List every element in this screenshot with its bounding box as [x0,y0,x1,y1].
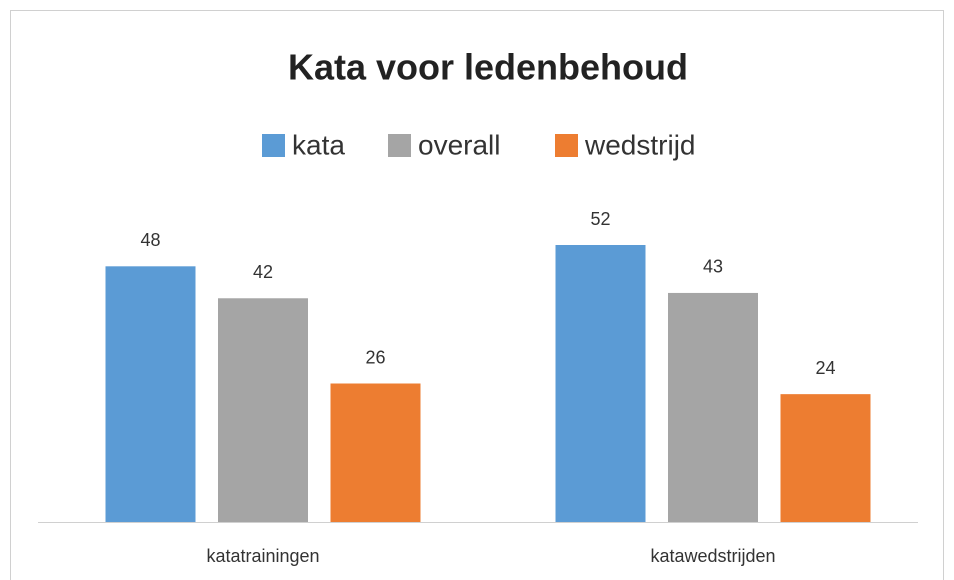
x-tick-label: katawedstrijden [650,546,775,566]
data-label: 48 [140,230,160,250]
legend-swatch [388,134,411,157]
data-label: 52 [590,209,610,229]
legend-label: wedstrijd [584,129,695,160]
bar [218,298,308,522]
legend-swatch [262,134,285,157]
x-tick-label: katatrainingen [206,546,319,566]
bar [780,394,871,522]
legend-label: overall [418,129,500,160]
data-label: 26 [365,347,385,367]
bar [330,383,421,522]
data-label: 43 [703,257,723,277]
bar [555,245,646,522]
legend-swatch [555,134,578,157]
bar [668,292,758,522]
bar [105,266,196,522]
data-label: 24 [815,358,835,378]
legend-label: kata [292,129,345,160]
chart-title: Kata voor ledenbehoud [288,47,688,88]
data-label: 42 [253,262,273,282]
